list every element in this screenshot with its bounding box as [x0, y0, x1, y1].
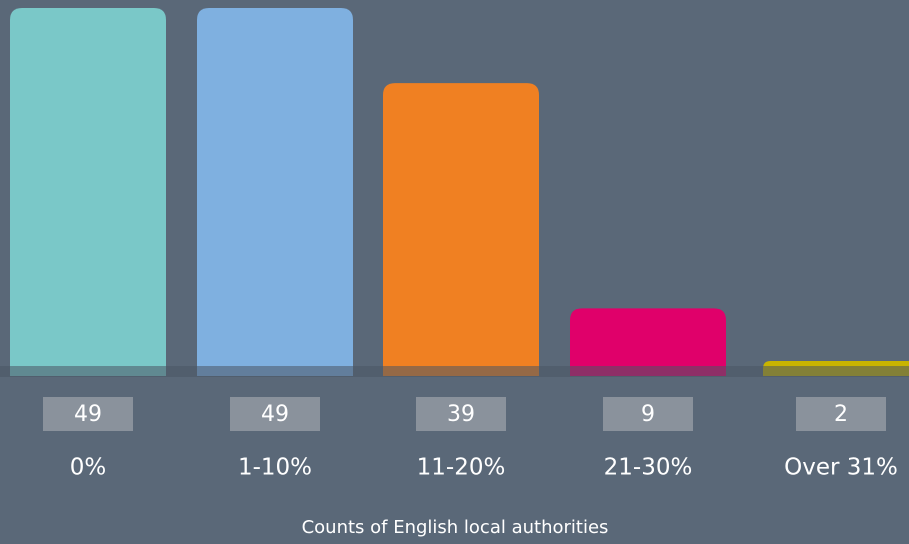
- value-label: 2: [834, 402, 848, 427]
- value-label-box: [43, 397, 133, 431]
- bar: [197, 8, 353, 376]
- category-label: 11-20%: [417, 455, 506, 481]
- bar: [10, 8, 166, 376]
- value-label: 49: [74, 402, 102, 427]
- value-label-box: [230, 397, 320, 431]
- value-label-box: [416, 397, 506, 431]
- x-axis-label: Counts of English local authorities: [302, 517, 609, 538]
- category-label: 1-10%: [238, 455, 312, 481]
- value-label: 9: [641, 402, 655, 427]
- value-label: 39: [447, 402, 475, 427]
- category-label: 0%: [70, 455, 107, 481]
- value-label-box: [603, 397, 693, 431]
- category-label: Over 31%: [784, 455, 898, 481]
- bar: [383, 83, 539, 376]
- baseline-shadow: [0, 366, 909, 377]
- value-label-box: [796, 397, 886, 431]
- category-label: 21-30%: [604, 455, 693, 481]
- value-label: 49: [261, 402, 289, 427]
- bar: [570, 308, 726, 376]
